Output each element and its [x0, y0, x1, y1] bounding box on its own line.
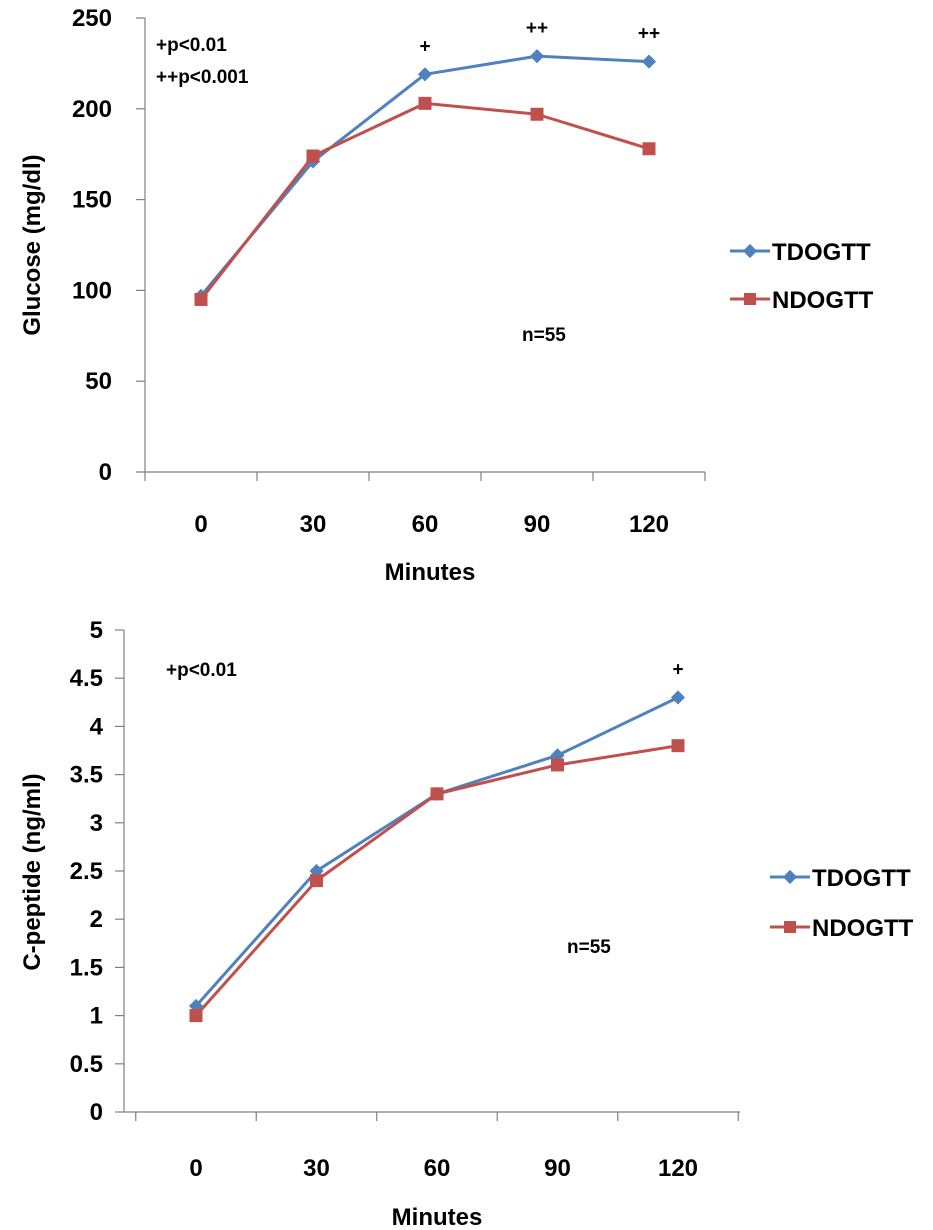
c-peptide-x-tick-label: 0: [189, 1155, 202, 1182]
c-peptide-y-tick-label: 5: [90, 617, 103, 644]
glucose-point-tdogtt: [417, 67, 433, 82]
c-peptide-y-tick-label: 3.5: [70, 762, 103, 789]
glucose-legend: TDOGTT NDOGTT: [730, 239, 874, 314]
c-peptide-point-tdogtt: [670, 690, 686, 705]
glucose-y-tick-label: 50: [85, 368, 112, 395]
c-peptide-axes: [123, 630, 740, 1113]
c-peptide-y-axis-label: C-peptide (ng/ml): [19, 773, 46, 970]
glucose-point-ndogtt: [530, 107, 544, 121]
glucose-x-tick-label: 0: [194, 511, 207, 538]
c-peptide-point-ndogtt: [310, 874, 323, 888]
c-peptide-series: [188, 690, 686, 1023]
c-peptide-significance-mark: +: [672, 659, 683, 680]
c-peptide-y-tick-label: 1: [90, 1003, 103, 1030]
glucose-y-ticks: 0 50 100 150 200 250: [72, 5, 145, 486]
c-peptide-sig-note-1: +p<0.01: [166, 660, 237, 681]
glucose-legend-marker-ndogtt: [744, 293, 756, 305]
glucose-line-tdogtt: [199, 54, 650, 297]
glucose-significance-marks: +++ ++: [419, 18, 660, 57]
c-peptide-line-ndogtt: [194, 744, 679, 1017]
c-peptide-x-tick-label: 120: [658, 1155, 698, 1182]
c-peptide-x-tick-label: 90: [544, 1155, 571, 1182]
glucose-x-tick-label: 60: [412, 511, 439, 538]
c-peptide-y-tick-label: 4: [90, 713, 104, 740]
glucose-x-ticks: 0 30 60 90 120: [144, 472, 706, 538]
glucose-significance-mark: +: [419, 36, 430, 57]
glucose-legend-marker-tdogtt: [742, 243, 758, 259]
glucose-y-tick-label: 100: [72, 277, 112, 304]
c-peptide-chart: 0 0.5 1 1.5 2 2.5 3 3.5 4 4.5 5 0 30 60 90 120 + Minut…: [19, 617, 914, 1230]
c-peptide-x-axis-label: Minutes: [392, 1204, 483, 1230]
glucose-axes: [144, 18, 705, 473]
glucose-y-axis-label: Glucose (mg/dl): [19, 154, 46, 335]
glucose-point-ndogtt: [418, 96, 432, 110]
c-peptide-legend-label-tdogtt: TDOGTT: [812, 865, 911, 892]
c-peptide-y-tick-label: 1.5: [70, 954, 103, 981]
glucose-legend-label-tdogtt: TDOGTT: [772, 239, 871, 266]
c-peptide-x-ticks: 0 30 60 90 120: [135, 1112, 739, 1182]
c-peptide-y-tick-label: 0.5: [70, 1051, 103, 1078]
c-peptide-legend: TDOGTT NDOGTT: [770, 865, 914, 942]
c-peptide-x-tick-label: 30: [303, 1155, 330, 1182]
glucose-y-tick-label: 0: [99, 459, 112, 486]
glucose-sig-note-1: +p<0.01: [156, 35, 227, 56]
glucose-point-tdogtt: [529, 49, 545, 64]
c-peptide-line-tdogtt: [194, 696, 679, 1007]
c-peptide-n-label: n=55: [567, 937, 611, 958]
c-peptide-point-ndogtt: [189, 1009, 203, 1023]
c-peptide-y-tick-label: 4.5: [70, 665, 103, 692]
glucose-sig-note-2: ++p<0.001: [156, 67, 249, 88]
glucose-x-tick-label: 90: [524, 511, 551, 538]
c-peptide-legend-marker-tdogtt: [782, 869, 798, 885]
c-peptide-x-tick-label: 60: [424, 1155, 451, 1182]
c-peptide-legend-marker-ndogtt: [784, 921, 796, 933]
glucose-point-ndogtt: [306, 149, 320, 163]
glucose-n-label: n=55: [522, 325, 566, 346]
glucose-y-tick-label: 250: [72, 5, 112, 32]
c-peptide-legend-label-ndogtt: NDOGTT: [812, 915, 914, 942]
c-peptide-y-tick-label: 3: [90, 810, 103, 837]
glucose-series: [193, 49, 657, 306]
c-peptide-y-tick-label: 2: [90, 906, 103, 933]
glucose-x-tick-label: 120: [629, 511, 669, 538]
glucose-y-tick-label: 150: [72, 187, 112, 214]
glucose-x-axis-label: Minutes: [385, 559, 476, 586]
c-peptide-point-ndogtt: [551, 758, 564, 772]
glucose-y-tick-label: 200: [72, 96, 112, 123]
c-peptide-point-ndogtt: [430, 787, 444, 801]
glucose-point-tdogtt: [641, 54, 657, 69]
c-peptide-significance-marks: +: [672, 659, 683, 680]
glucose-x-tick-label: 30: [300, 511, 327, 538]
c-peptide-point-ndogtt: [671, 739, 685, 753]
c-peptide-y-tick-label: 2.5: [70, 858, 103, 885]
c-peptide-y-tick-label: 0: [90, 1099, 103, 1126]
glucose-line-ndogtt: [199, 101, 650, 301]
glucose-legend-label-ndogtt: NDOGTT: [772, 287, 874, 314]
glucose-significance-mark: ++: [638, 24, 660, 45]
glucose-significance-mark: ++: [526, 18, 548, 39]
glucose-point-ndogtt: [194, 292, 208, 306]
c-peptide-y-ticks: 0 0.5 1 1.5 2 2.5 3 3.5 4 4.5 5: [70, 617, 124, 1126]
glucose-point-ndogtt: [642, 142, 656, 156]
